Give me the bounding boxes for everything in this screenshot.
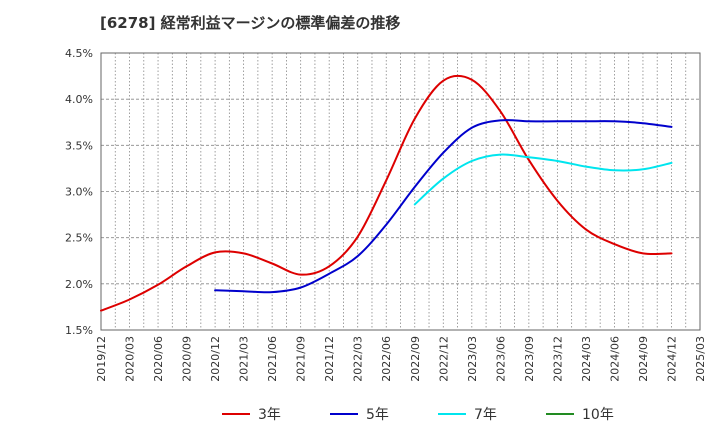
x-tick-label: 2020/09 (181, 336, 194, 382)
y-tick-label: 4.0% (65, 93, 93, 106)
x-tick-label: 2022/06 (380, 336, 393, 382)
series-line-1 (100, 74, 673, 312)
x-tick-label: 2020/12 (209, 336, 222, 382)
y-tick-label: 1.5% (65, 324, 93, 337)
y-tick-label: 3.0% (65, 186, 93, 199)
x-tick-label: 2022/03 (352, 336, 365, 382)
x-tick-label: 2023/09 (523, 336, 536, 382)
y-tick-label: 2.0% (65, 278, 93, 291)
x-tick-label: 2021/12 (323, 336, 336, 382)
x-tick-label: 2022/09 (409, 336, 422, 382)
x-tick-label: 2024/09 (637, 336, 650, 382)
chart-title: [6278] 経常利益マージンの標準偏差の推移 (100, 14, 401, 32)
x-tick-label: 2022/12 (437, 336, 450, 382)
y-tick-label: 3.5% (65, 139, 93, 152)
legend-label-2: 5年 (366, 407, 389, 423)
series-line-3 (413, 153, 673, 206)
x-tick-label: 2024/03 (580, 336, 593, 382)
x-tick-label: 2023/06 (494, 336, 507, 382)
x-tick-label: 2024/06 (608, 336, 621, 382)
x-tick-label: 2021/03 (238, 336, 251, 382)
y-tick-label: 4.5% (65, 47, 93, 60)
x-tick-label: 2021/09 (295, 336, 308, 382)
x-tick-label: 2023/03 (466, 336, 479, 382)
x-tick-label: 2021/06 (266, 336, 279, 382)
legend-label-3: 7年 (474, 407, 497, 423)
x-tick-label: 2024/12 (665, 336, 678, 382)
x-tick-label: 2019/12 (95, 336, 108, 382)
x-tick-label: 2023/12 (551, 336, 564, 382)
plot-border (100, 52, 701, 331)
legend-label-4: 10年 (582, 407, 614, 423)
y-tick-label: 2.5% (65, 232, 93, 245)
x-tick-label: 2020/06 (152, 336, 165, 382)
legend-label-1: 3年 (258, 407, 281, 423)
x-tick-label: 2025/03 (694, 336, 707, 382)
series-line-2 (214, 119, 673, 294)
x-tick-label: 2020/03 (124, 336, 137, 382)
